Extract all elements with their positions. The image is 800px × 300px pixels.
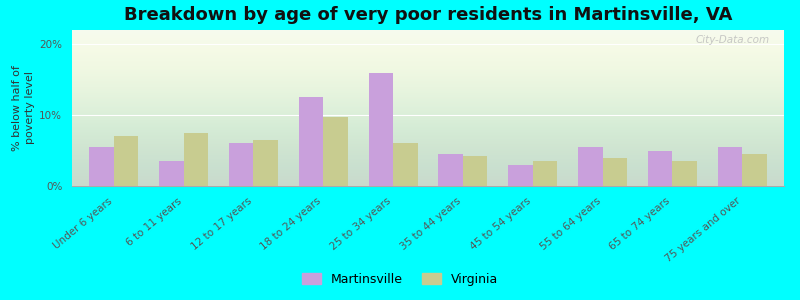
Bar	[229, 143, 254, 186]
Bar	[90, 147, 114, 186]
Bar	[184, 133, 208, 186]
Bar	[114, 136, 138, 186]
Bar	[672, 161, 697, 186]
Legend: Martinsville, Virginia: Martinsville, Virginia	[298, 268, 502, 291]
Bar	[299, 98, 323, 186]
Bar	[159, 161, 184, 186]
Bar	[533, 161, 557, 186]
Bar	[718, 147, 742, 186]
Bar	[648, 151, 672, 186]
Bar	[463, 156, 487, 186]
Bar	[742, 154, 766, 186]
Text: City-Data.com: City-Data.com	[696, 35, 770, 45]
Bar	[393, 143, 418, 186]
Bar	[323, 116, 348, 186]
Bar	[254, 140, 278, 186]
Bar	[578, 147, 602, 186]
Title: Breakdown by age of very poor residents in Martinsville, VA: Breakdown by age of very poor residents …	[124, 6, 732, 24]
Bar	[369, 73, 393, 186]
Bar	[602, 158, 627, 186]
Bar	[508, 165, 533, 186]
Y-axis label: % below half of
poverty level: % below half of poverty level	[12, 65, 35, 151]
Bar	[438, 154, 463, 186]
